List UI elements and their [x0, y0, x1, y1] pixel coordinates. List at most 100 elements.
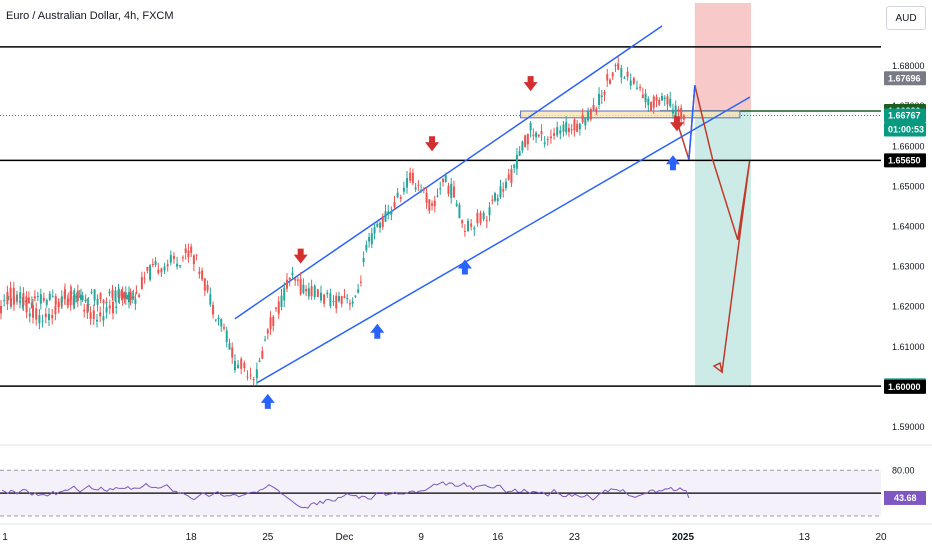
candle-body — [30, 302, 33, 309]
candle-body — [485, 220, 488, 222]
candle-body — [524, 135, 527, 147]
candle-body — [617, 63, 620, 70]
candle-body — [48, 293, 51, 300]
sell-signal-arrow-4 — [669, 116, 684, 132]
price-label-countdown: 01:00:53 — [884, 122, 926, 137]
candle-body — [201, 270, 204, 280]
candle-body — [6, 291, 9, 305]
candle-body — [192, 255, 195, 265]
candle-body — [48, 313, 50, 321]
price-tick-label: 1.65000 — [892, 181, 925, 191]
candle-body — [669, 98, 672, 107]
candle-body — [406, 178, 409, 188]
candle-body — [433, 200, 436, 207]
candle-body — [332, 301, 335, 303]
candle-body — [313, 285, 316, 298]
candle-body — [515, 154, 518, 169]
candle-body — [482, 212, 485, 220]
candle-body — [436, 195, 439, 197]
candle-body — [422, 188, 425, 191]
candle-body — [447, 185, 450, 195]
candle-body — [351, 301, 354, 304]
candle-body — [461, 219, 464, 224]
candle-body — [682, 115, 685, 120]
candle-body — [526, 133, 529, 145]
channel-upper-line — [234, 25, 663, 320]
rsi-value-label: 43.68 — [894, 493, 917, 503]
candle-body — [243, 362, 246, 369]
rsi-value-box — [884, 490, 926, 505]
candle-body — [114, 290, 117, 302]
candle-body — [123, 292, 126, 298]
candle-body — [589, 109, 592, 120]
candle-body — [87, 303, 90, 305]
sell-signal-arrow-2 — [425, 136, 440, 152]
candle-body — [25, 297, 28, 313]
candle-body — [283, 287, 286, 301]
candle-body — [632, 78, 635, 84]
candle-body — [149, 265, 152, 280]
candle-body — [641, 94, 644, 99]
candle-body — [346, 297, 349, 300]
candle-body — [467, 220, 470, 232]
candle-body — [118, 294, 121, 299]
candle-body — [19, 292, 22, 299]
candle-body — [540, 131, 543, 135]
candle-body — [476, 212, 479, 224]
candle-body — [573, 119, 576, 131]
candle-body — [225, 330, 228, 343]
candle-body — [417, 184, 420, 186]
candle-body — [294, 278, 297, 281]
candle-body — [12, 287, 15, 301]
candle-body — [335, 295, 338, 309]
candle-body — [562, 124, 565, 132]
candle-body — [0, 305, 2, 314]
candle-body — [470, 223, 473, 227]
candle-body — [570, 129, 573, 131]
candle-body — [420, 189, 423, 191]
candle-body — [105, 307, 108, 313]
candle-body — [75, 295, 78, 298]
candle-body — [326, 292, 329, 295]
price-tick-label: 1.68000 — [892, 61, 925, 71]
candle-body — [44, 313, 47, 318]
candle-body — [680, 107, 683, 120]
candle-body — [305, 289, 308, 292]
time-tick-label: 2025 — [672, 532, 695, 543]
candle-body — [463, 231, 466, 233]
candle-body — [92, 310, 95, 319]
candle-body — [181, 257, 184, 259]
candle-body — [639, 87, 642, 89]
candle-body — [41, 320, 44, 322]
currency-selector[interactable]: AUD — [886, 6, 926, 30]
candle-body — [261, 350, 264, 359]
candle-body — [206, 285, 209, 291]
candle-body — [411, 172, 414, 184]
candle-body — [187, 250, 190, 258]
candle-body — [190, 246, 193, 253]
candle-body — [595, 108, 598, 113]
candle-body — [39, 294, 42, 304]
time-tick-label: 13 — [799, 532, 811, 543]
candle-body — [567, 127, 570, 133]
candle-body — [611, 72, 614, 77]
candle-body — [473, 227, 476, 230]
candle-body — [357, 289, 360, 293]
candle-body — [626, 71, 629, 77]
candle-body — [108, 305, 111, 309]
candle-body — [64, 289, 66, 300]
candle-body — [291, 272, 294, 275]
time-tick-label: 20 — [875, 532, 887, 543]
candle-body — [674, 105, 677, 119]
candle-body — [9, 287, 12, 301]
candle-body — [592, 105, 595, 111]
candle-body — [220, 319, 223, 327]
candle-body — [652, 96, 655, 108]
candle-body — [96, 298, 99, 305]
candle-body — [99, 312, 102, 317]
candle-body — [108, 291, 111, 294]
buy-signal-arrow-1 — [260, 393, 275, 409]
candle-body — [310, 286, 313, 297]
time-tick-label: Dec — [336, 532, 354, 543]
